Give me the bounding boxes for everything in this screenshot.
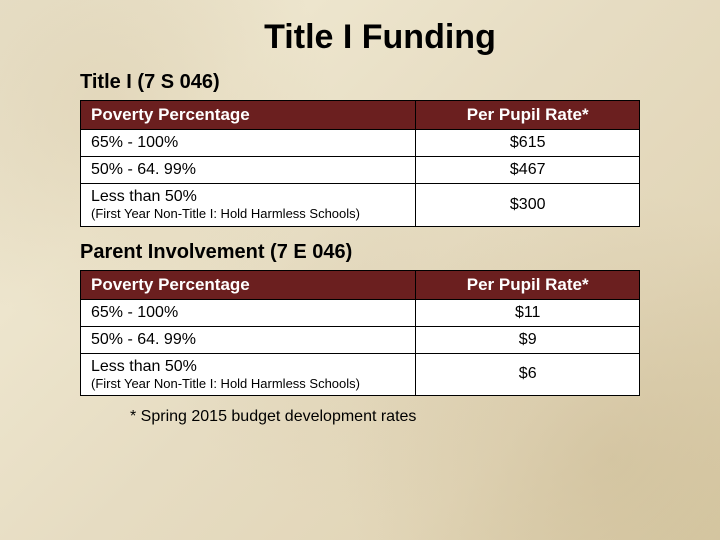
slide: Title I Funding Title I (7 S 046) Povert… <box>0 0 720 540</box>
section-heading: Title I (7 S 046) <box>80 71 640 94</box>
poverty-sublabel: (First Year Non-Title I: Hold Harmless S… <box>91 206 405 222</box>
funding-table-title-i: Poverty Percentage Per Pupil Rate* 65% -… <box>80 100 640 227</box>
table-row: Less than 50% (First Year Non-Title I: H… <box>81 353 640 396</box>
cell-poverty: 65% - 100% <box>81 299 416 326</box>
section-parent-involvement: Parent Involvement (7 E 046) Poverty Per… <box>80 241 640 397</box>
cell-rate: $467 <box>416 157 640 184</box>
table-row: 50% - 64. 99% $467 <box>81 157 640 184</box>
col-header-rate: Per Pupil Rate* <box>416 101 640 130</box>
table-row: 65% - 100% $615 <box>81 130 640 157</box>
table-row: 50% - 64. 99% $9 <box>81 326 640 353</box>
table-row: 65% - 100% $11 <box>81 299 640 326</box>
section-heading: Parent Involvement (7 E 046) <box>80 241 640 264</box>
cell-poverty: Less than 50% (First Year Non-Title I: H… <box>81 184 416 227</box>
cell-poverty: 65% - 100% <box>81 130 416 157</box>
page-title: Title I Funding <box>120 18 640 57</box>
cell-poverty: Less than 50% (First Year Non-Title I: H… <box>81 353 416 396</box>
table-row: Less than 50% (First Year Non-Title I: H… <box>81 184 640 227</box>
poverty-sublabel: (First Year Non-Title I: Hold Harmless S… <box>91 376 405 392</box>
footnote: * Spring 2015 budget development rates <box>130 408 640 426</box>
cell-rate: $9 <box>416 326 640 353</box>
cell-rate: $11 <box>416 299 640 326</box>
poverty-label: Less than 50% <box>91 358 197 375</box>
poverty-label: Less than 50% <box>91 188 197 205</box>
table-header-row: Poverty Percentage Per Pupil Rate* <box>81 101 640 130</box>
cell-rate: $6 <box>416 353 640 396</box>
table-header-row: Poverty Percentage Per Pupil Rate* <box>81 270 640 299</box>
col-header-poverty: Poverty Percentage <box>81 270 416 299</box>
cell-poverty: 50% - 64. 99% <box>81 157 416 184</box>
section-title-i: Title I (7 S 046) Poverty Percentage Per… <box>80 71 640 227</box>
cell-rate: $615 <box>416 130 640 157</box>
col-header-rate: Per Pupil Rate* <box>416 270 640 299</box>
funding-table-parent-involvement: Poverty Percentage Per Pupil Rate* 65% -… <box>80 270 640 397</box>
col-header-poverty: Poverty Percentage <box>81 101 416 130</box>
cell-poverty: 50% - 64. 99% <box>81 326 416 353</box>
cell-rate: $300 <box>416 184 640 227</box>
